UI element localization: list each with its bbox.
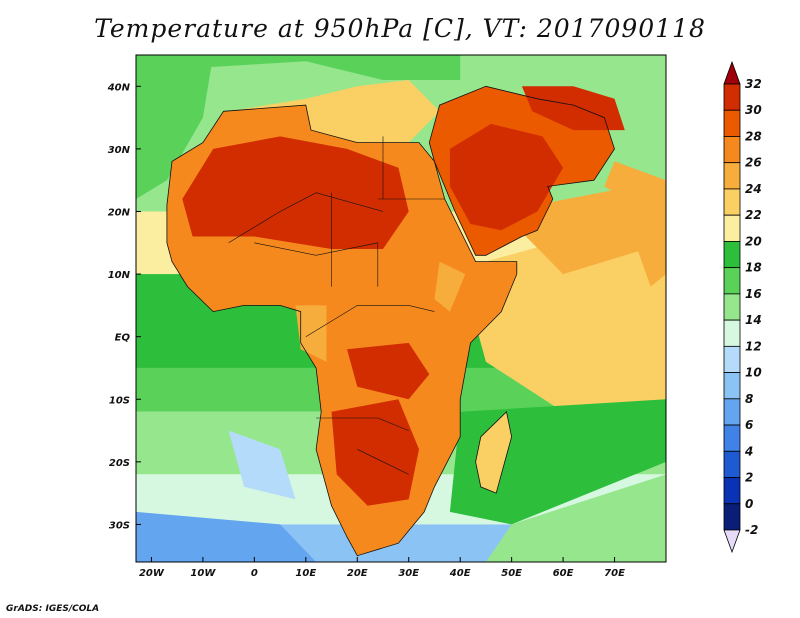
lat-tick-label: 20S <box>109 458 130 469</box>
hot-region <box>449 123 564 231</box>
colorbar-label: 26 <box>745 156 762 170</box>
colorbar-label: 28 <box>745 129 762 143</box>
lon-tick-label: 30E <box>398 568 419 579</box>
colorbar-segment <box>723 136 741 164</box>
country-border <box>228 192 384 244</box>
lon-tick-label: 40E <box>449 568 471 579</box>
hot-region <box>182 136 409 249</box>
lat-tick-label: 30N <box>108 145 131 156</box>
colorbar-label: 4 <box>744 444 753 458</box>
colorbar-segment <box>723 293 741 321</box>
colorbar-segment <box>723 398 741 426</box>
benguela-cool <box>228 430 296 500</box>
india-landmass <box>604 161 666 287</box>
arabian-sea-field <box>470 211 666 412</box>
north-atlantic-field <box>136 55 214 199</box>
colorbar-label: 18 <box>745 261 762 275</box>
colorbar-segment <box>723 188 741 216</box>
colorbar-label: 8 <box>745 392 753 406</box>
colorbar-label: 10 <box>745 366 762 380</box>
colorbar-label: 6 <box>745 418 753 432</box>
colorbar-label: 20 <box>745 234 762 248</box>
country-border <box>357 449 409 475</box>
lon-tick-label: 50E <box>501 568 522 579</box>
lon-tick-label: 20W <box>139 568 165 579</box>
colorbar-label: 14 <box>745 313 762 327</box>
latitude-axis: 40N 30N 20N 10N EQ 10S 20S 30S <box>107 82 141 531</box>
hot-region <box>347 342 430 400</box>
coastline <box>166 104 518 557</box>
colorbar-segment <box>723 241 741 269</box>
country-border <box>316 417 409 431</box>
colorbar-segment <box>723 424 741 452</box>
credit-label: GrADS: IGES/COLA <box>6 604 100 614</box>
colorbar-segment <box>723 162 741 190</box>
colorbar-label: 16 <box>745 287 762 301</box>
coastline <box>475 411 513 494</box>
lat-tick-label: EQ <box>115 333 131 344</box>
ethiopia-highland <box>434 261 466 312</box>
temperature-field <box>136 55 666 562</box>
colorbar-label: 0 <box>745 497 753 511</box>
longitude-axis: 20W 10W 0 10E 20E 30E 40E 50E 60E 70E <box>139 557 625 579</box>
europe-field <box>202 55 461 80</box>
colorbar-label: 30 <box>745 103 762 117</box>
colorbar-segment <box>723 372 741 400</box>
colorbar-bottom-arrow <box>723 529 741 554</box>
lon-tick-label: 70E <box>604 568 625 579</box>
map-title: Temperature at 950hPa [C], VT: 201709011… <box>94 14 706 43</box>
colorbar-label: 2 <box>745 471 753 485</box>
hot-region <box>521 86 625 131</box>
coastline <box>428 85 615 256</box>
south-atlantic-cold <box>136 511 317 562</box>
lon-tick-label: 20E <box>347 568 368 579</box>
colorbar-label: 32 <box>745 77 762 91</box>
colorbar-segment <box>723 477 741 505</box>
colorbar-segment <box>723 109 741 137</box>
colorbar-top-arrow <box>723 60 741 85</box>
lon-tick-label: 60E <box>553 568 574 579</box>
madagascar-landmass <box>475 411 512 494</box>
lon-tick-label: 10E <box>295 568 316 579</box>
colorbar-segment <box>723 83 741 111</box>
colorbar-label: -2 <box>745 523 758 537</box>
map-frame <box>135 54 667 563</box>
colorbar-segment <box>723 503 741 531</box>
colorbar-segment <box>723 450 741 478</box>
colorbar-segment <box>723 319 741 347</box>
colorbar-label: 24 <box>745 182 762 196</box>
mediterranean-field <box>228 80 440 143</box>
country-border <box>305 305 435 337</box>
lat-tick-label: 40N <box>107 82 131 93</box>
lon-tick-label: 0 <box>251 568 258 579</box>
south-indian-cool <box>485 474 666 562</box>
colorbar-label: 22 <box>745 208 762 222</box>
lon-tick-label: 10W <box>190 568 216 579</box>
colorbar-segment <box>723 214 741 242</box>
colorbar-label: 12 <box>745 339 762 353</box>
lat-tick-label: 10S <box>109 395 130 406</box>
colorbar-segment <box>723 267 741 295</box>
lat-tick-label: 30S <box>109 520 130 531</box>
colorbar-segment <box>723 345 741 373</box>
lat-tick-label: 20N <box>108 207 131 218</box>
lat-tick-label: 10N <box>108 270 131 281</box>
country-border <box>254 242 379 287</box>
